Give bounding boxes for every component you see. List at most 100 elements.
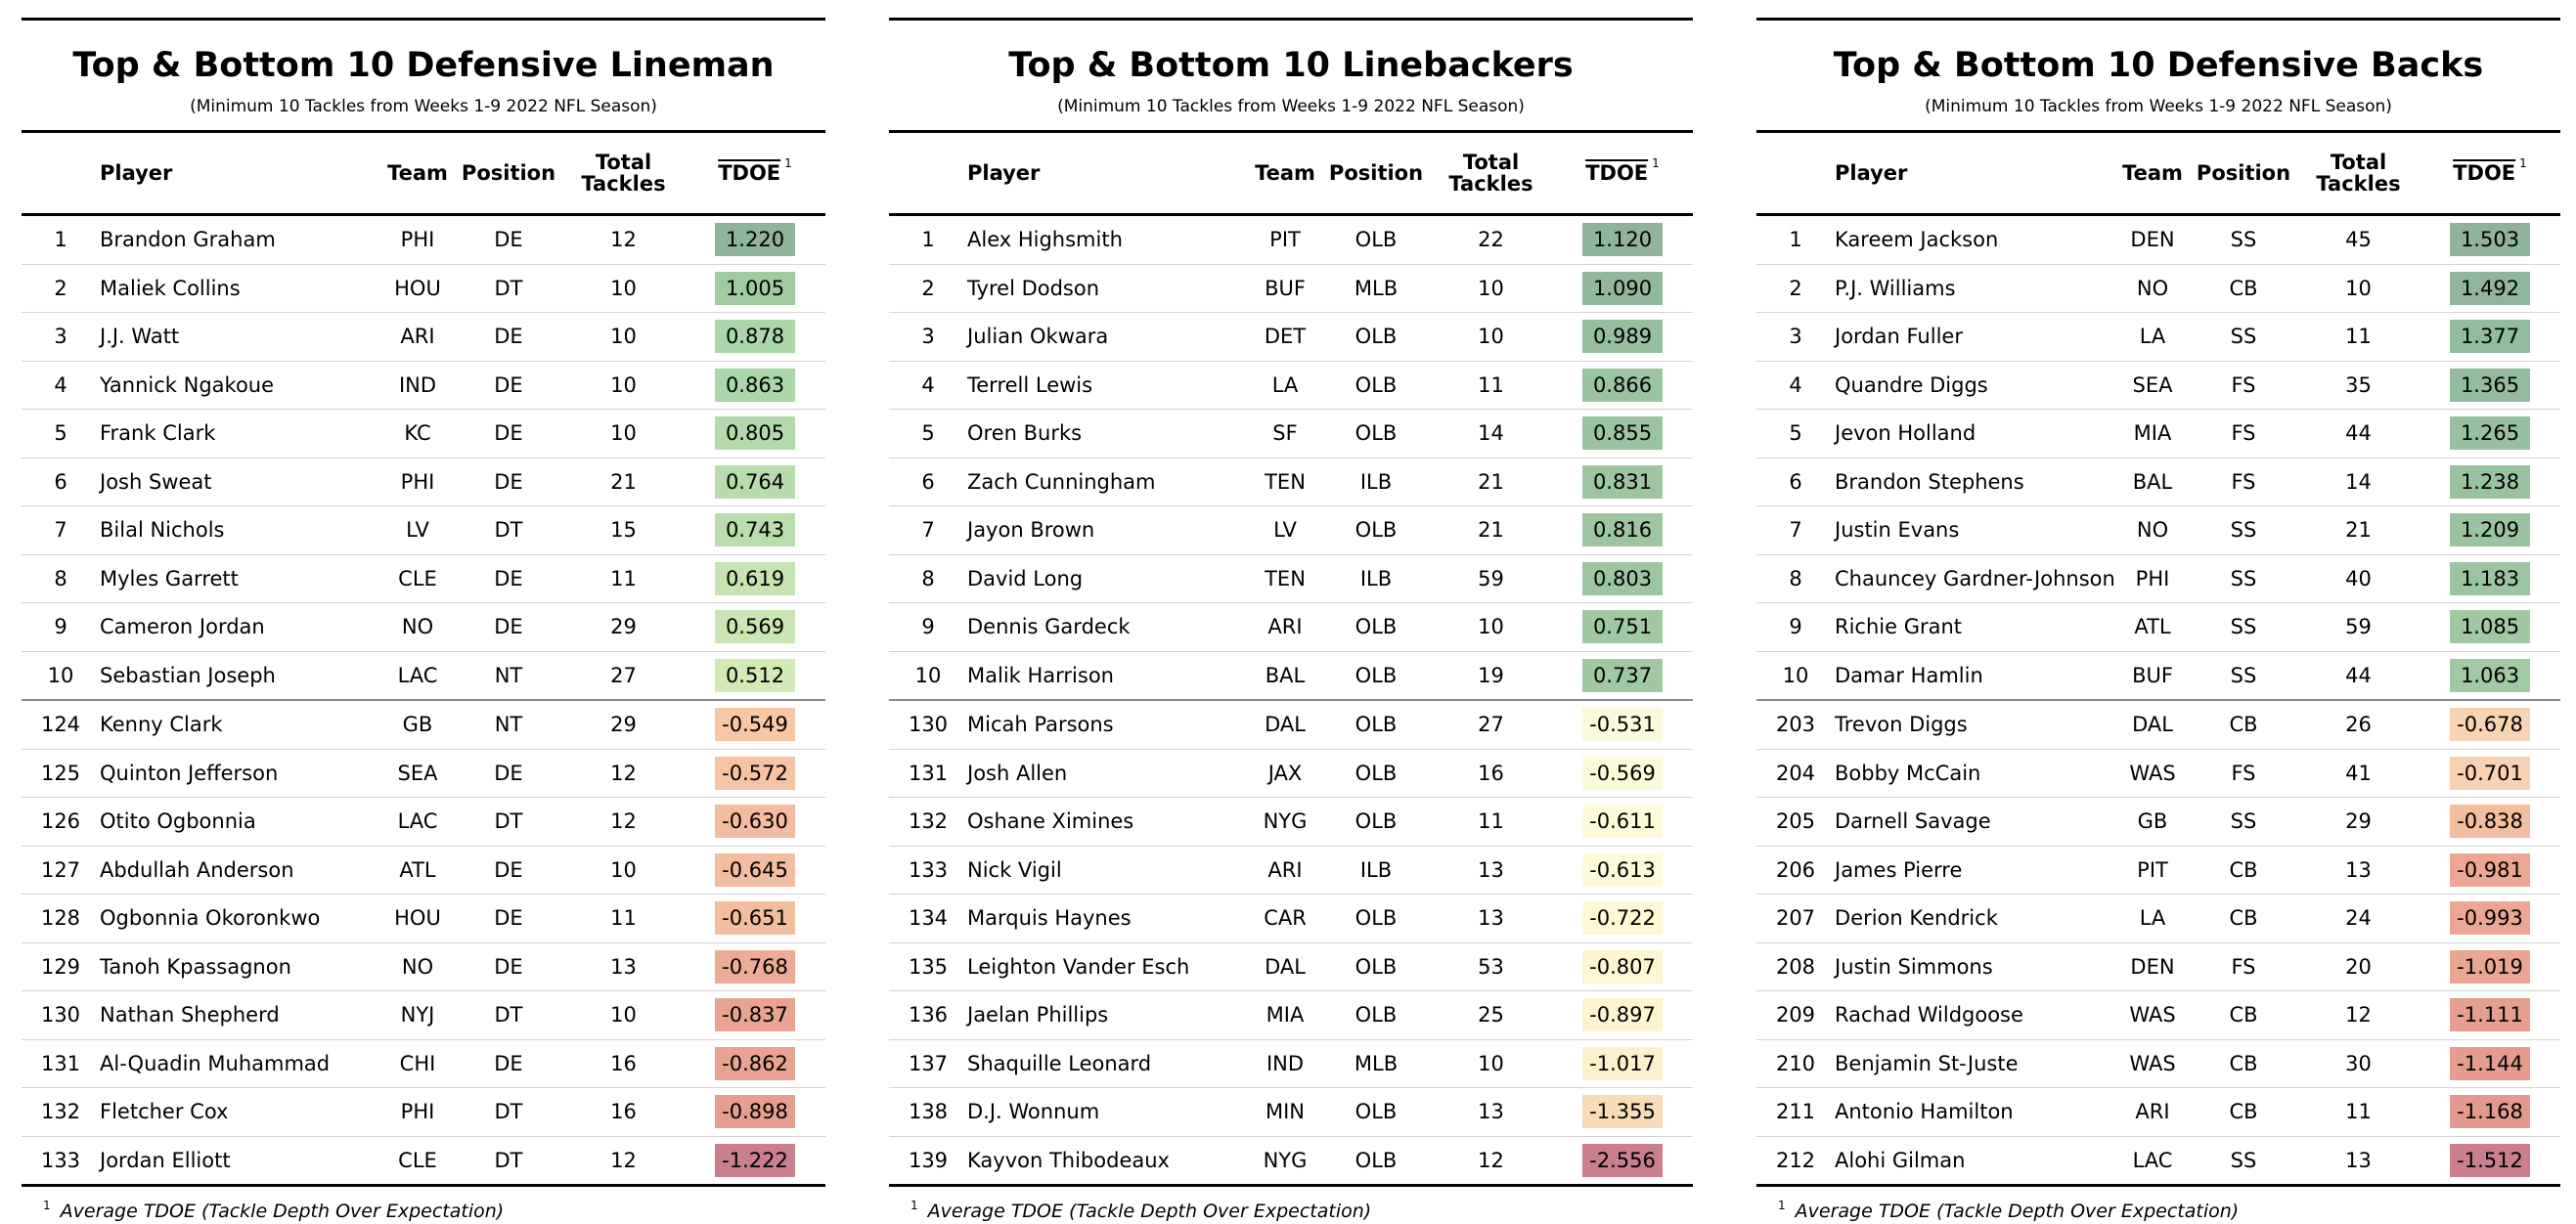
total-tackles-cell: 13	[1478, 1100, 1504, 1124]
rank-cell: 6	[54, 469, 67, 494]
team-cell: ARI	[1267, 615, 1303, 639]
tdoe-cell: -0.898	[696, 1088, 814, 1136]
rank-cell: 2	[1789, 276, 1802, 300]
header-position: Position	[2196, 161, 2291, 185]
rank-cell: 7	[54, 518, 67, 543]
position-cell: OLB	[1355, 421, 1398, 446]
tdoe-value-badge: -0.807	[1582, 949, 1663, 984]
team-cell: DAL	[2132, 713, 2173, 737]
tdoe-value-badge: 0.764	[715, 464, 795, 499]
player-cell: Tanoh Kpassagnon	[100, 954, 291, 979]
player-cell: Alohi Gilman	[1835, 1148, 1966, 1172]
tdoe-cell: 1.005	[696, 265, 814, 313]
rank-cell: 129	[40, 954, 81, 979]
total-tackles-cell: 12	[1478, 1148, 1504, 1172]
total-tackles-cell: 11	[2345, 325, 2372, 349]
total-tackles-cell: 11	[1478, 809, 1504, 834]
table-title: Top & Bottom 10 Defensive Lineman	[72, 46, 775, 85]
rank-cell: 10	[1782, 663, 1809, 687]
total-tackles-cell: 21	[1478, 469, 1504, 494]
header-tdoe: TDOE 1	[1564, 133, 1681, 213]
total-tackles-cell: 12	[610, 761, 637, 785]
table-title: Top & Bottom 10 Linebackers	[1008, 46, 1574, 85]
rank-cell: 5	[1789, 421, 1802, 446]
tdoe-value-badge: -2.556	[1582, 1143, 1663, 1177]
team-cell: WAS	[2129, 761, 2176, 785]
team-cell: ARI	[1267, 857, 1303, 882]
tdoe-value-badge: 0.619	[715, 561, 795, 595]
tdoe-value-badge: -0.678	[2450, 708, 2530, 742]
player-cell: Josh Sweat	[100, 469, 212, 494]
rank-cell: 8	[921, 566, 935, 590]
player-cell: P.J. Williams	[1835, 276, 1956, 300]
tdoe-cell: -1.017	[1564, 1040, 1681, 1088]
tdoe-value-badge: -0.981	[2450, 852, 2530, 887]
position-cell: OLB	[1355, 713, 1398, 737]
team-cell: NYG	[1263, 809, 1308, 834]
position-cell: DE	[494, 372, 523, 397]
footnote-text: Average TDOE (Tackle Depth Over Expectat…	[927, 1201, 1372, 1222]
player-cell: Leighton Vander Esch	[967, 954, 1190, 979]
team-cell: DET	[1264, 325, 1307, 349]
position-cell: DE	[494, 906, 523, 931]
tdoe-value-badge: -1.017	[1582, 1046, 1663, 1080]
header-player: Player	[1835, 161, 1908, 185]
player-cell: Jordan Fuller	[1835, 325, 1963, 349]
panel-defensive-backs: Top & Bottom 10 Defensive Backs (Minimum …	[1756, 18, 2560, 1224]
total-tackles-cell: 16	[610, 1051, 637, 1075]
header-total-tackles-text: Total Tackles	[581, 152, 665, 195]
header-rank	[889, 133, 967, 213]
tdoe-cell: -0.862	[696, 1040, 814, 1088]
tdoe-cell: 0.764	[696, 459, 814, 506]
tdoe-value-badge: -0.569	[1582, 756, 1663, 790]
rank-cell: 126	[40, 809, 81, 834]
total-tackles-cell: 10	[1478, 325, 1504, 349]
position-cell: DT	[494, 1100, 523, 1124]
top-rule	[1756, 18, 2560, 21]
panel-linebackers: Top & Bottom 10 Linebackers (Minimum 10 T…	[889, 18, 1693, 1224]
position-cell: FS	[2231, 469, 2256, 494]
player-cell: Frank Clark	[100, 421, 216, 446]
total-tackles-cell: 10	[1478, 615, 1504, 639]
rank-cell: 2	[54, 276, 67, 300]
rank-cell: 131	[40, 1051, 81, 1075]
player-cell: Derion Kendrick	[1835, 906, 1998, 931]
footnote-marker: 1	[1778, 1199, 1786, 1212]
total-tackles-cell: 12	[610, 1148, 637, 1172]
rank-cell: 132	[40, 1100, 81, 1124]
rank-cell: 9	[1789, 615, 1802, 639]
position-cell: SS	[2230, 809, 2257, 834]
team-cell: NO	[401, 615, 434, 639]
table-row: 5 Oren Burks SF OLB 14 0.855	[889, 410, 1693, 459]
header-tackles-line2: Tackles	[1448, 172, 1533, 196]
tdoe-value-badge: -0.613	[1582, 852, 1663, 887]
total-tackles-cell: 20	[2345, 954, 2372, 979]
tdoe-value-badge: 1.063	[2450, 658, 2530, 692]
player-cell: Terrell Lewis	[967, 372, 1093, 397]
tdoe-cell: 1.265	[2431, 410, 2549, 458]
tdoe-value-badge: 1.120	[1582, 223, 1663, 257]
position-cell: OLB	[1355, 228, 1398, 252]
team-cell: NO	[2136, 276, 2169, 300]
team-cell: NYJ	[400, 1003, 435, 1027]
table-row: 210 Benjamin St-Juste WAS CB 30 -1.144	[1756, 1040, 2560, 1088]
table-row: 1 Brandon Graham PHI DE 12 1.220	[22, 216, 825, 265]
player-cell: Al-Quadin Muhammad	[100, 1051, 331, 1075]
rank-cell: 1	[1789, 228, 1802, 252]
table-row: 7 Jayon Brown LV OLB 21 0.816	[889, 506, 1693, 555]
position-cell: ILB	[1359, 857, 1393, 882]
total-tackles-cell: 10	[610, 372, 637, 397]
player-cell: Bilal Nichols	[100, 518, 225, 543]
team-cell: DEN	[2130, 228, 2175, 252]
team-cell: LA	[1271, 372, 1299, 397]
team-cell: LAC	[2132, 1148, 2173, 1172]
rank-cell: 3	[1789, 325, 1802, 349]
player-cell: Antonio Hamilton	[1835, 1100, 2014, 1124]
rank-cell: 1	[921, 228, 935, 252]
player-cell: Fletcher Cox	[100, 1100, 229, 1124]
rank-cell: 134	[908, 906, 949, 931]
team-cell: LV	[1273, 518, 1297, 543]
tdoe-cell: 0.863	[696, 362, 814, 410]
table-row: 130 Micah Parsons DAL OLB 27 -0.531	[889, 701, 1693, 750]
team-cell: PHI	[400, 469, 435, 494]
